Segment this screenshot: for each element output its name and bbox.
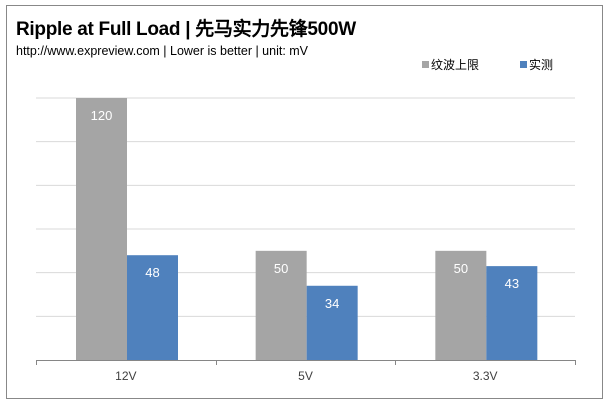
legend-item-measured: 实测 (520, 56, 553, 73)
legend-swatch-measured (520, 61, 527, 68)
data-label: 50 (454, 261, 468, 276)
bar-limit-12V (76, 98, 127, 360)
bar-measured-12V (127, 255, 178, 360)
x-tick-label: 3.3V (473, 369, 498, 383)
legend-item-limit: 纹波上限 (422, 56, 479, 73)
data-label: 120 (91, 108, 113, 123)
x-tick-label: 12V (115, 369, 136, 383)
legend-swatch-limit (422, 61, 429, 68)
data-label: 48 (145, 265, 159, 280)
bar-limit-3.3V (435, 250, 487, 360)
data-label: 50 (274, 261, 288, 276)
data-label: 34 (325, 296, 339, 311)
data-label: 43 (505, 276, 519, 291)
bar-limit-5V (255, 250, 307, 360)
chart-subtitle: http://www.expreview.com | Lower is bett… (16, 44, 309, 58)
x-tick-label: 5V (298, 369, 313, 383)
bar-measured-3.3V (486, 266, 538, 360)
legend-label-limit: 纹波上限 (431, 58, 480, 72)
chart-title: Ripple at Full Load | 先马实力先锋500W (16, 19, 356, 40)
bar-measured-5V (306, 285, 358, 360)
legend-label-measured: 实测 (529, 58, 554, 72)
